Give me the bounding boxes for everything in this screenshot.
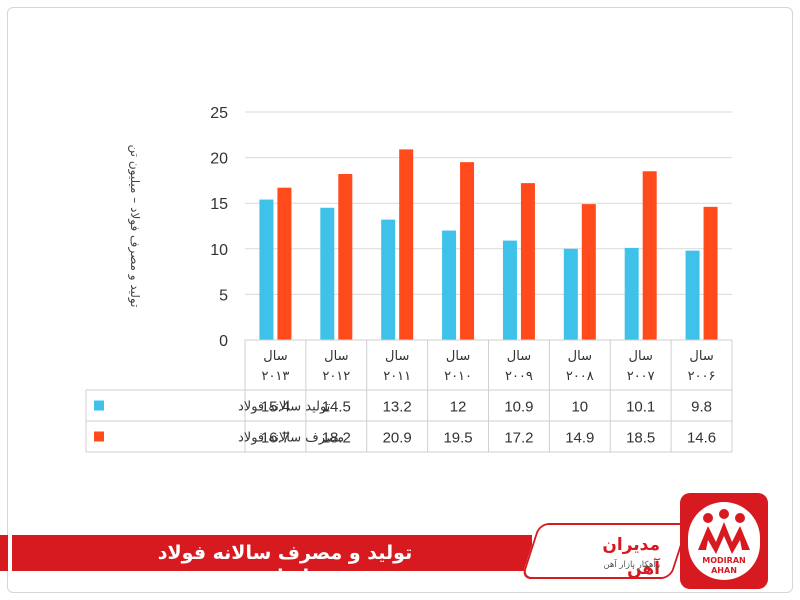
bar-consumption — [520, 183, 535, 340]
x-tick-label: سال — [446, 349, 470, 364]
data-label: 12 — [450, 399, 467, 416]
x-tick-label: ۲۰۰۶ — [688, 369, 716, 384]
x-tick-label: سال — [507, 349, 531, 364]
legend-swatch — [94, 400, 104, 411]
data-label: 14.9 — [565, 430, 594, 447]
data-label: 14.6 — [687, 430, 716, 447]
bar-consumption — [642, 171, 657, 340]
x-tick-label: ۲۰۱۰ — [444, 369, 472, 384]
bar-consumption — [703, 206, 718, 340]
x-tick-label: ۲۰۱۱ — [383, 369, 411, 384]
bar-consumption — [277, 187, 292, 340]
logo-wordmark: MODIRAN AHAN — [690, 556, 758, 578]
logo-emblem — [688, 502, 760, 580]
bar-production — [502, 240, 517, 340]
y-tick-label: 0 — [219, 333, 228, 350]
data-label: 19.5 — [443, 430, 472, 447]
legend-label: مصرف سالانه فولاد — [238, 431, 344, 446]
data-label: 18.5 — [626, 430, 655, 447]
x-tick-label: سال — [263, 349, 287, 364]
y-axis-label: تولید و مصرف فولاد – میلیون تن — [127, 145, 142, 308]
data-label: 16.7 — [261, 430, 290, 447]
legend-swatch — [94, 431, 104, 442]
banner-title: تولید و مصرف سالانه فولاد ایران — [157, 542, 413, 588]
data-label: 15.4 — [261, 399, 290, 416]
x-tick-label: سال — [324, 349, 348, 364]
y-tick-label: 15 — [210, 196, 228, 213]
data-label: 13.2 — [383, 399, 412, 416]
bar-consumption — [338, 174, 353, 340]
bar-production — [381, 219, 396, 340]
bar-production — [259, 199, 274, 340]
brand-name: مدیران آهن — [602, 535, 660, 579]
legend-label: تولید سالانه فولاد — [238, 400, 331, 415]
x-tick-label: ۲۰۱۲ — [322, 369, 350, 384]
data-label: 10.9 — [504, 399, 533, 416]
y-tick-label: 20 — [210, 151, 228, 168]
bar-production — [320, 207, 335, 340]
x-tick-label: ۲۰۱۳ — [261, 369, 289, 384]
bar-consumption — [399, 149, 414, 340]
x-tick-label: ۲۰۰۷ — [627, 369, 655, 384]
data-label: 20.9 — [383, 430, 412, 447]
data-label: 18.2 — [322, 430, 351, 447]
logo-line-1: MODIRAN — [702, 556, 746, 565]
x-tick-label: سال — [689, 349, 713, 364]
data-label: 10 — [571, 399, 588, 416]
bar-production — [685, 250, 700, 340]
y-tick-label: 5 — [219, 287, 228, 304]
x-tick-label: ۲۰۰۸ — [566, 369, 594, 384]
logo-line-2: AHAN — [711, 566, 737, 575]
bar-production — [624, 247, 639, 340]
data-label: 14.5 — [322, 399, 351, 416]
brand-tagline: راهکار بازار آهن — [603, 560, 660, 570]
bar-consumption — [460, 162, 475, 340]
y-tick-label: 25 — [210, 105, 228, 122]
data-label: 9.8 — [691, 399, 712, 416]
bar-production — [442, 230, 457, 340]
banner-edge — [0, 535, 8, 571]
people-icon — [698, 509, 750, 554]
bar-consumption — [581, 204, 596, 340]
x-tick-label: ۲۰۰۹ — [505, 369, 533, 384]
x-tick-label: سال — [385, 349, 409, 364]
data-label: 17.2 — [504, 430, 533, 447]
x-tick-label: سال — [629, 349, 653, 364]
title-banner — [12, 535, 532, 571]
bar-production — [563, 248, 578, 340]
data-label: 10.1 — [626, 399, 655, 416]
y-tick-label: 10 — [210, 242, 228, 259]
x-tick-label: سال — [568, 349, 592, 364]
